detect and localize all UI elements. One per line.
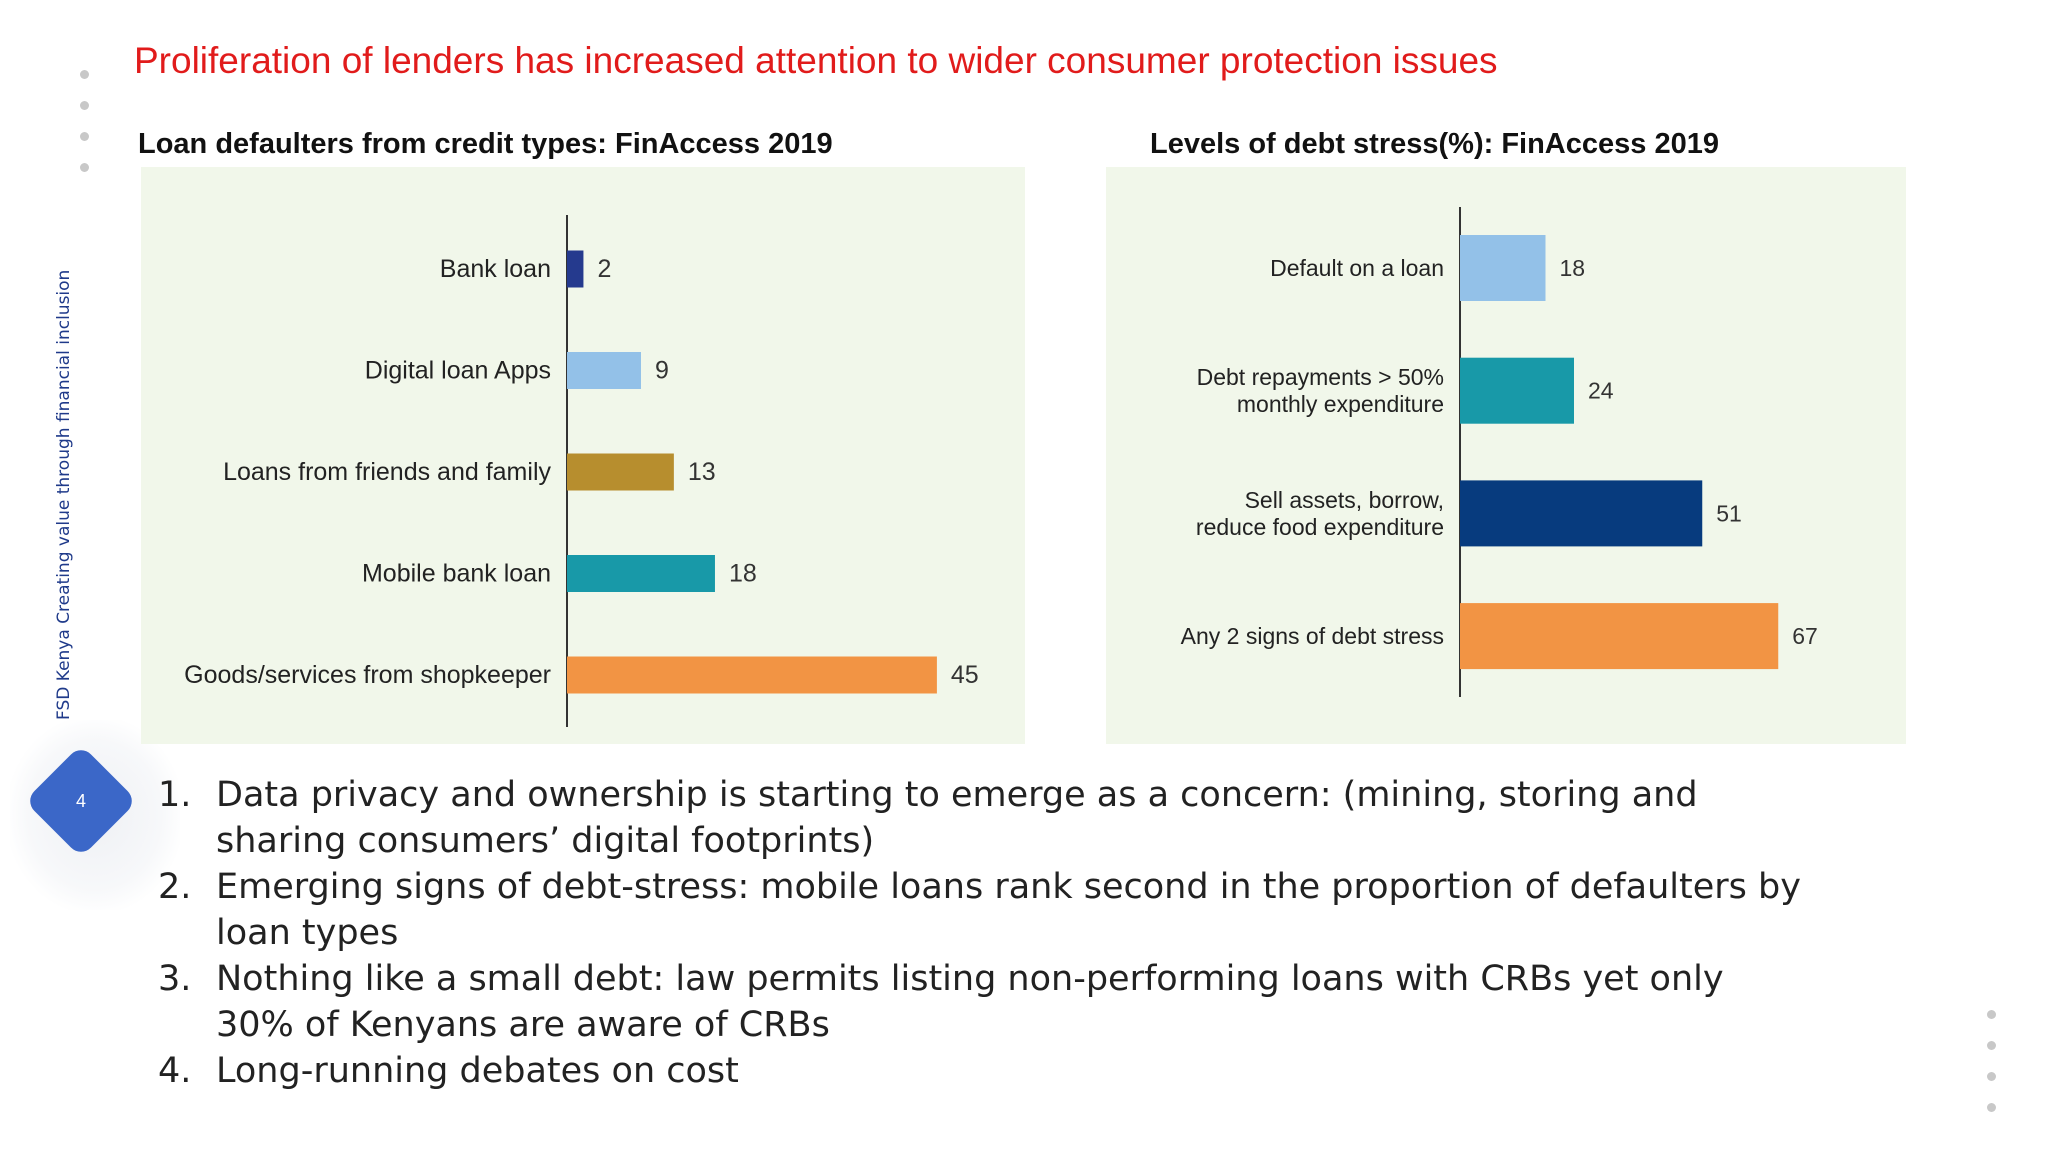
dot-icon bbox=[80, 70, 89, 79]
data-label: 18 bbox=[1560, 255, 1586, 281]
bullet-number: 3. bbox=[158, 959, 192, 999]
top-left-dots bbox=[80, 70, 89, 172]
dot-icon bbox=[1987, 1103, 1996, 1112]
chart-debt-stress: 18 Default on a loan 24 Debt repayments > 5… bbox=[1106, 167, 1906, 744]
dot-icon bbox=[1987, 1072, 1996, 1081]
dot-icon bbox=[1987, 1010, 1996, 1019]
page-number: 4 bbox=[75, 790, 86, 811]
bullet-text: Nothing like a small debt: law permits l… bbox=[216, 959, 1724, 1045]
bar bbox=[1460, 357, 1574, 424]
category-label: Mobile bank loan bbox=[362, 560, 551, 588]
data-label: 51 bbox=[1716, 500, 1742, 526]
bullet-text: Data privacy and ownership is starting t… bbox=[216, 775, 1698, 861]
bar bbox=[567, 453, 674, 491]
category-label: Bank loan bbox=[440, 255, 551, 283]
bullet-list: 1. Data privacy and ownership is starting… bbox=[158, 772, 1806, 1094]
category-label: reduce food expenditure bbox=[1196, 514, 1444, 540]
data-label: 2 bbox=[597, 255, 611, 283]
chart-title-debt-stress: Levels of debt stress(%): FinAccess 2019 bbox=[1150, 128, 1719, 160]
category-label: Debt repayments > 50% bbox=[1197, 364, 1444, 390]
category-label: Digital loan Apps bbox=[365, 357, 551, 385]
dot-icon bbox=[80, 132, 89, 141]
data-label: 9 bbox=[655, 357, 669, 385]
bullet-number: 1. bbox=[158, 775, 192, 815]
data-label: 67 bbox=[1792, 623, 1818, 649]
bar bbox=[567, 352, 641, 389]
bullet-item: 3. Nothing like a small debt: law permits… bbox=[158, 956, 1806, 1048]
bullet-item: 4. Long-running debates on cost bbox=[158, 1048, 1806, 1094]
bar bbox=[1460, 603, 1779, 670]
category-label: monthly expenditure bbox=[1237, 391, 1444, 417]
bullet-number: 2. bbox=[158, 867, 192, 907]
category-label: Loans from friends and family bbox=[223, 458, 551, 486]
category-label: Goods/services from shopkeeper bbox=[184, 661, 551, 689]
dot-icon bbox=[80, 101, 89, 110]
bar bbox=[567, 656, 937, 694]
data-label: 45 bbox=[951, 661, 979, 689]
bullet-text: Emerging signs of debt-stress: mobile lo… bbox=[216, 867, 1801, 953]
bullet-item: 2. Emerging signs of debt-stress: mobile … bbox=[158, 864, 1806, 956]
dot-icon bbox=[80, 163, 89, 172]
side-tagline: FSD Kenya Creating value through financi… bbox=[54, 269, 74, 720]
data-label: 13 bbox=[688, 458, 716, 486]
data-label: 24 bbox=[1588, 378, 1614, 404]
category-label: Any 2 signs of debt stress bbox=[1181, 623, 1444, 649]
bar bbox=[567, 555, 715, 592]
chart-defaulters-svg: 2 Bank loan 9 Digital loan Apps 13 Loans from… bbox=[184, 215, 979, 727]
bar bbox=[1460, 235, 1546, 301]
category-label: Sell assets, borrow, bbox=[1245, 487, 1444, 513]
bullet-item: 1. Data privacy and ownership is starting… bbox=[158, 772, 1806, 864]
category-label: Default on a loan bbox=[1270, 255, 1444, 281]
chart-title-defaulters: Loan defaulters from credit types: FinAc… bbox=[138, 128, 833, 160]
chart-defaulters: 2 Bank loan 9 Digital loan Apps 13 Loans from… bbox=[141, 167, 1025, 744]
dot-icon bbox=[1987, 1041, 1996, 1050]
chart-debt-stress-svg: 18 Default on a loan 24 Debt repayments > 5… bbox=[1181, 207, 1818, 697]
bullet-number: 4. bbox=[158, 1051, 192, 1091]
bar bbox=[1460, 480, 1703, 547]
data-label: 18 bbox=[729, 560, 757, 588]
slide-title: Proliferation of lenders has increased a… bbox=[134, 40, 1498, 81]
bottom-right-dots bbox=[1987, 1010, 1996, 1112]
bullet-text: Long-running debates on cost bbox=[216, 1051, 739, 1091]
bar bbox=[567, 250, 584, 288]
